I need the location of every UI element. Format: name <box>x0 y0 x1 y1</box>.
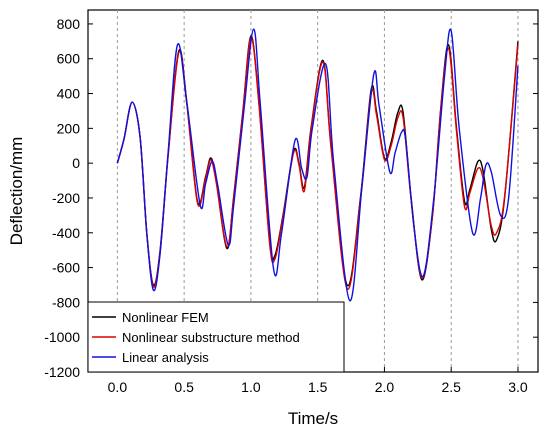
y-tick-label: 0 <box>72 155 80 171</box>
series-group <box>116 28 519 302</box>
x-tick-label: 3.0 <box>508 379 528 395</box>
x-tick-label: 0.0 <box>108 379 128 395</box>
x-tick-label: 1.0 <box>241 379 261 395</box>
y-axis-title: Deflection/mm <box>7 137 26 246</box>
x-tick-label: 0.5 <box>174 379 194 395</box>
y-tick-label: -800 <box>52 294 80 310</box>
y-tick-label: 400 <box>57 86 81 102</box>
legend-box <box>87 301 345 373</box>
y-tick-label: 800 <box>57 16 81 32</box>
y-tick-label: -600 <box>52 260 80 276</box>
y-tick-label: -1200 <box>44 364 80 380</box>
legend: Nonlinear FEM Nonlinear substructure meth… <box>87 301 345 373</box>
legend-label: Linear analysis <box>122 350 209 365</box>
y-tick-label: -1000 <box>44 329 80 345</box>
legend-label: Nonlinear FEM <box>122 310 209 325</box>
y-tick-label: -200 <box>52 190 80 206</box>
x-tick-label: 2.5 <box>441 379 461 395</box>
x-tick-label: 2.0 <box>375 379 395 395</box>
legend-label: Nonlinear substructure method <box>122 330 300 345</box>
x-axis-title: Time/s <box>288 409 338 428</box>
y-tick-label: 600 <box>57 51 81 67</box>
x-tick-label: 1.5 <box>308 379 328 395</box>
y-tick-label: -400 <box>52 225 80 241</box>
series-line-linear-analysis <box>116 28 519 302</box>
tick-labels: 0.0 0.5 1.0 1.5 2.0 2.5 3.0 800 600 400 200 0 -200 -4… <box>44 16 528 395</box>
y-tick-label: 200 <box>57 120 81 136</box>
